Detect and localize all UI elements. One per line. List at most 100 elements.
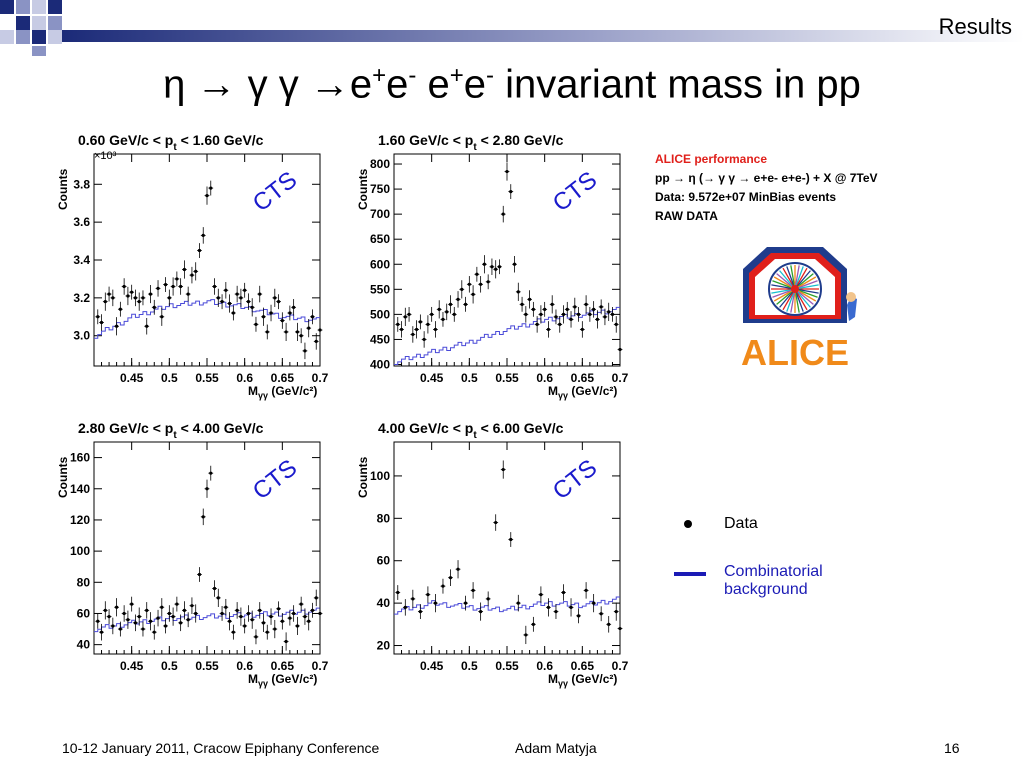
y-exponent-label: ×10³ (94, 150, 117, 162)
data-point (524, 312, 528, 316)
x-tick-label: 0.6 (236, 659, 253, 673)
x-tick-label: 0.7 (312, 371, 329, 385)
data-point (224, 605, 228, 609)
data-point (280, 318, 284, 323)
data-point (512, 262, 517, 266)
data-point (152, 630, 156, 634)
pt-bin-label-b: < 4.00 GeV/c (176, 420, 264, 436)
x-axis-title: Mγγ (GeV/c²) (548, 672, 617, 688)
background-histogram (394, 306, 620, 366)
data-point (486, 597, 490, 601)
data-point (452, 312, 456, 316)
data-point (212, 586, 217, 591)
pt-bin-label-b: < 1.60 GeV/c (176, 132, 264, 148)
data-point (258, 292, 262, 296)
data-point (418, 610, 422, 614)
data-point (607, 622, 611, 626)
plot-svg: 0.45 0.5 0.55 0.6 0.65 0.7 3.0 3.2 3.4 3.6 3.8 (73, 153, 329, 385)
data-point (475, 272, 479, 276)
x-tick-label: 0.5 (161, 659, 178, 673)
data-point (126, 294, 130, 298)
info-events: Data: 9.572e+07 MinBias events (655, 190, 837, 204)
logo-ray (779, 288, 796, 308)
data-point (209, 186, 213, 190)
logo-ray (772, 288, 796, 298)
data-point (186, 292, 190, 296)
y-tick-label: 80 (77, 575, 91, 589)
legend-background-label: Combinatorial background (724, 563, 823, 599)
data-point (115, 324, 119, 328)
y-tick-label: 3.0 (73, 329, 90, 343)
pt-bin-label-sub: t (173, 430, 177, 441)
data-point (295, 624, 299, 628)
data-point (190, 604, 194, 608)
data-point (460, 287, 464, 291)
data-point (254, 322, 258, 326)
x-tick-label: 0.55 (495, 659, 519, 673)
y-tick-label: 650 (370, 232, 390, 246)
plot-svg: 0.45 0.5 0.55 0.6 0.65 0.7 40 60 80 100 120 140 160 (70, 441, 329, 673)
data-point (299, 602, 303, 606)
y-tick-label: 700 (370, 207, 390, 221)
data-point (148, 292, 153, 296)
data-point (118, 627, 122, 631)
y-tick-label: 500 (370, 307, 390, 321)
data-point (531, 622, 535, 626)
logo-ray (790, 265, 796, 290)
data-point (209, 471, 213, 475)
title-text-5: invariant mass in pp (494, 62, 861, 107)
data-point (231, 630, 235, 634)
data-point (501, 212, 505, 216)
x-axis-title-sub: γγ (558, 678, 569, 689)
data-point (463, 302, 468, 306)
x-axis-title-sub: γγ (258, 390, 269, 401)
pt-bin-label-a: 4.00 GeV/c < p (378, 420, 474, 436)
data-point (509, 189, 513, 194)
data-point (490, 265, 494, 269)
data-point (505, 169, 509, 174)
info-raw: RAW DATA (655, 209, 718, 223)
data-point (179, 284, 183, 289)
x-axis-title-main: M (548, 672, 558, 686)
data-point (610, 312, 615, 316)
data-point (201, 515, 205, 519)
data-point (471, 588, 475, 592)
data-point (588, 312, 592, 316)
data-point (561, 590, 566, 595)
data-point (299, 334, 303, 338)
data-point (573, 305, 577, 309)
data-point (156, 286, 160, 290)
pt-bin-label: 0.60 GeV/c < pt < 1.60 GeV/c (78, 132, 264, 153)
data-point (524, 633, 528, 637)
data-point (569, 317, 573, 321)
y-tick-label: 20 (377, 639, 391, 653)
title-text-1: η → γ γ →e (163, 62, 373, 107)
data-point (497, 265, 502, 269)
logo-ray (773, 276, 796, 290)
data-point (216, 596, 220, 600)
x-tick-label: 0.65 (271, 659, 295, 673)
data-point (561, 312, 566, 316)
logo-ray (794, 270, 811, 290)
plot-panel: 4.00 GeV/c < pt < 6.00 GeV/c 0.45 0.5 0.55 0… (340, 416, 630, 696)
data-point (479, 282, 483, 286)
data-point (235, 292, 239, 296)
data-point (396, 590, 400, 595)
data-point (528, 297, 532, 301)
y-tick-label: 40 (77, 638, 91, 652)
data-point (111, 296, 115, 300)
footer-author: Adam Matyja (515, 740, 597, 756)
data-point (197, 248, 202, 253)
y-tick-label: 160 (70, 451, 90, 465)
data-point (167, 611, 171, 616)
logo-ray (782, 288, 796, 311)
data-point (307, 619, 311, 623)
data-point (584, 588, 588, 592)
data-point (482, 262, 486, 266)
title-sup-1: + (372, 62, 387, 89)
data-point (122, 611, 126, 616)
data-point (501, 467, 505, 472)
data-point (456, 297, 460, 301)
data-point (284, 639, 288, 644)
x-tick-label: 0.7 (612, 371, 629, 385)
